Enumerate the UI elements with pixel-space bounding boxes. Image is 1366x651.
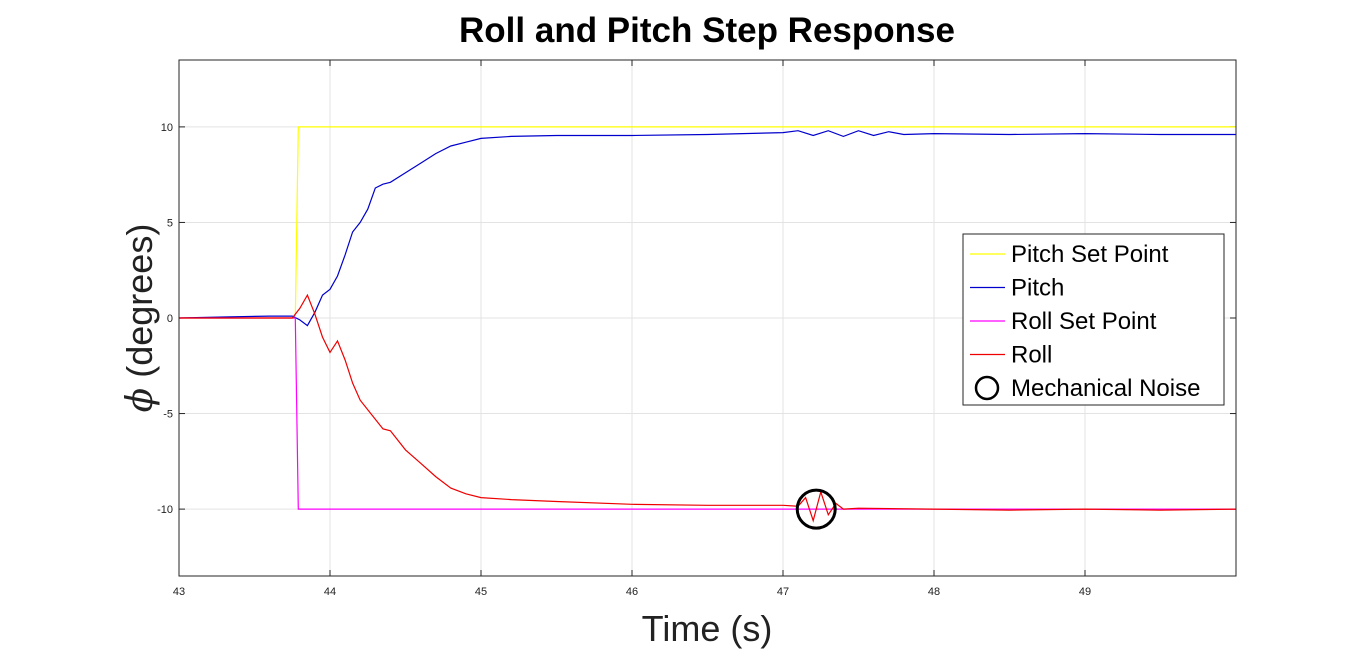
legend-entry: Roll <box>1011 342 1052 369</box>
plot-area-frame <box>178 59 1237 577</box>
y-tick-label: 0 <box>167 313 173 325</box>
y-tick-label: 10 <box>161 122 173 134</box>
mechanical-noise-marker <box>795 488 837 530</box>
y-tick-label: 5 <box>167 217 173 229</box>
y-tick-labels: -10 -5 0 5 10 <box>157 122 173 516</box>
y-axis-label: ϕ (degrees) <box>119 224 161 413</box>
legend-box <box>962 233 1225 406</box>
x-tick-label: 47 <box>777 586 789 598</box>
y-tick-label: -5 <box>163 409 173 421</box>
series-line-pitch <box>178 130 1236 327</box>
annotation-layer <box>795 488 837 530</box>
y-axis-label-text: (degrees) <box>119 224 160 388</box>
x-axis-label: Time (s) <box>642 608 773 649</box>
series-layer <box>178 126 1237 523</box>
x-tick-label: 49 <box>1079 586 1091 598</box>
x-tick-label: 45 <box>475 586 487 598</box>
y-tick-label: -10 <box>157 504 173 516</box>
y-axis-symbol: ϕ <box>120 388 161 413</box>
x-tick-labels: 43 44 45 46 47 48 49 <box>173 586 1091 598</box>
legend-circle-marker <box>974 375 1000 401</box>
series-line-roll <box>179 293 1237 523</box>
legend: Pitch Set Point Pitch Roll Set Point Roll Me… <box>962 233 1225 406</box>
chart-title: Roll and Pitch Step Response <box>459 11 955 50</box>
x-tick-label: 44 <box>324 586 336 598</box>
x-tick-label: 46 <box>626 586 638 598</box>
legend-entry: Mechanical Noise <box>1011 375 1200 402</box>
x-tick-label: 48 <box>928 586 940 598</box>
legend-entry: Pitch Set Point <box>1011 241 1169 268</box>
legend-entry: Roll Set Point <box>1011 308 1157 335</box>
legend-entry: Pitch <box>1011 275 1064 302</box>
x-tick-label: 43 <box>173 586 185 598</box>
